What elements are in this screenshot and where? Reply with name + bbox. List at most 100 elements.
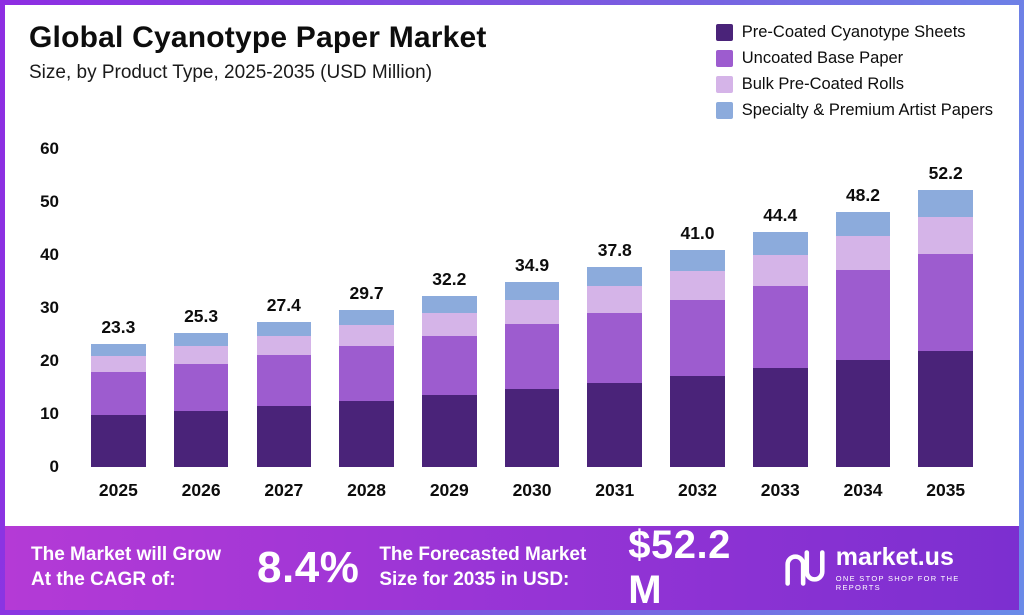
x-axis: 2025 2026 2027 2028 2029 2030 2031 2032 2033 2034…	[71, 480, 993, 501]
bar-stack	[256, 321, 312, 467]
chart-card: Global Cyanotype Paper Market Size, by P…	[5, 5, 1019, 526]
bar-segment	[670, 375, 725, 467]
bar-segment	[173, 363, 229, 411]
bar-total-label: 41.0	[680, 222, 715, 243]
x-tick-label: 2027	[264, 480, 304, 500]
bar-group-2029: 32.2	[408, 149, 491, 467]
bar-segment	[918, 253, 973, 351]
title-block: Global Cyanotype Paper Market Size, by P…	[23, 21, 487, 84]
bar-segment	[422, 335, 477, 396]
legend-label: Bulk Pre-Coated Rolls	[741, 75, 905, 93]
bar-segment	[752, 368, 808, 467]
legend: Pre-Coated Cyanotype Sheets Uncoated Base…	[715, 21, 993, 127]
bar-total-label: 44.4	[763, 204, 798, 225]
plot-area: 23.3 25.3 27.4 29.7 32.2 34.9 37.8 41.0 44.4 48.2…	[71, 149, 993, 467]
brand-name: market.us	[835, 542, 954, 571]
cagr-value: 8.4%	[257, 543, 360, 592]
stacked-bar-chart: 0 10 20 30 40 50 60 23.3 25.3 27.4 29.7 32.2 34.9 37…	[23, 139, 993, 501]
legend-item: Uncoated Base Paper	[715, 49, 993, 68]
bar-segment	[918, 217, 973, 254]
x-tick-label: 2029	[429, 480, 469, 500]
y-tick-label: 50	[40, 192, 59, 211]
forecast-value: $52.2 M	[628, 523, 731, 610]
plot-column: 23.3 25.3 27.4 29.7 32.2 34.9 37.8 41.0 44.4 48.2…	[71, 149, 993, 501]
cagr-label: The Market will Grow At the CAGR of:	[31, 544, 222, 590]
bar-total-label: 52.2	[928, 163, 963, 184]
bar-stack	[587, 266, 643, 467]
bar-segment	[670, 249, 725, 271]
legend-item: Bulk Pre-Coated Rolls	[715, 75, 993, 94]
legend-swatch	[715, 102, 733, 119]
x-tick-label: 2026	[181, 480, 221, 500]
x-tick-label: 2031	[595, 480, 635, 500]
chart-subtitle: Size, by Product Type, 2025-2035 (USD Mi…	[29, 62, 433, 83]
bar-stack	[422, 296, 477, 467]
bar-segment	[587, 382, 643, 467]
bar-segment	[918, 190, 973, 218]
bar-stack	[504, 282, 560, 467]
bar-segment	[173, 332, 229, 347]
chart-panel: Global Cyanotype Paper Market Size, by P…	[5, 5, 1019, 610]
y-tick-label: 60	[40, 139, 59, 158]
bar-segment	[91, 355, 146, 372]
x-tick-label: 2032	[678, 480, 717, 500]
bar-segment	[256, 355, 312, 407]
bar-group-2032: 41.0	[656, 149, 739, 467]
legend-label: Pre-Coated Cyanotype Sheets	[741, 23, 966, 41]
x-tick-label: 2025	[98, 480, 138, 500]
bar-segment	[587, 266, 643, 287]
bar-segment	[91, 343, 146, 356]
bar-segment	[256, 406, 312, 467]
bar-segment	[422, 296, 477, 314]
y-tick-label: 0	[49, 457, 59, 476]
bar-segment	[91, 415, 146, 467]
bar-segment	[256, 321, 312, 337]
bar-total-label: 27.4	[266, 294, 301, 315]
x-tick-label: 2035	[926, 480, 966, 500]
bar-group-2033: 44.4	[739, 149, 822, 467]
bar-segment	[752, 255, 808, 287]
bar-segment	[339, 400, 394, 467]
bar-group-2030: 34.9	[491, 149, 574, 467]
bar-total-label: 25.3	[184, 305, 219, 326]
bar-segment	[173, 346, 229, 364]
bar-total-label: 29.7	[349, 282, 384, 303]
x-tick-label: 2034	[843, 480, 883, 500]
bar-segment	[835, 211, 891, 237]
bar-total-label: 32.2	[432, 269, 467, 290]
bar-group-2028: 29.7	[325, 149, 408, 467]
y-tick-label: 20	[40, 351, 59, 370]
bar-group-2026: 25.3	[160, 149, 243, 467]
bar-segment	[835, 359, 891, 467]
bar-segment	[339, 309, 394, 325]
bar-group-2025: 23.3	[77, 149, 160, 467]
bar-group-2035: 52.2	[904, 149, 987, 467]
market-us-logo-icon	[785, 550, 825, 586]
x-tick-label: 2033	[760, 480, 800, 500]
x-tick-label: 2028	[347, 480, 387, 500]
bar-segment	[752, 286, 808, 369]
bar-stack	[670, 249, 725, 467]
bar-segment	[256, 336, 312, 356]
bar-segment	[91, 371, 146, 416]
legend-label: Specialty & Premium Artist Papers	[741, 101, 993, 119]
legend-swatch	[715, 76, 733, 93]
chart-header: Global Cyanotype Paper Market Size, by P…	[23, 21, 993, 127]
y-tick-label: 10	[40, 404, 59, 423]
legend-item: Pre-Coated Cyanotype Sheets	[715, 23, 993, 42]
bar-segment	[752, 231, 808, 256]
footer-banner: The Market will Grow At the CAGR of: 8.4…	[5, 523, 1019, 610]
y-axis: 0 10 20 30 40 50 60	[23, 139, 71, 476]
bar-segment	[670, 299, 725, 376]
legend-label: Uncoated Base Paper	[741, 49, 904, 67]
bar-segment	[835, 270, 891, 360]
page-title: Global Cyanotype Paper Market	[29, 21, 487, 54]
bar-group-2034: 48.2	[822, 149, 905, 467]
bar-stack	[339, 309, 394, 467]
bar-segment	[422, 313, 477, 336]
x-tick-label: 2030	[512, 480, 552, 500]
y-tick-label: 30	[40, 298, 59, 317]
bar-segment	[504, 389, 560, 467]
legend-swatch	[715, 24, 733, 41]
